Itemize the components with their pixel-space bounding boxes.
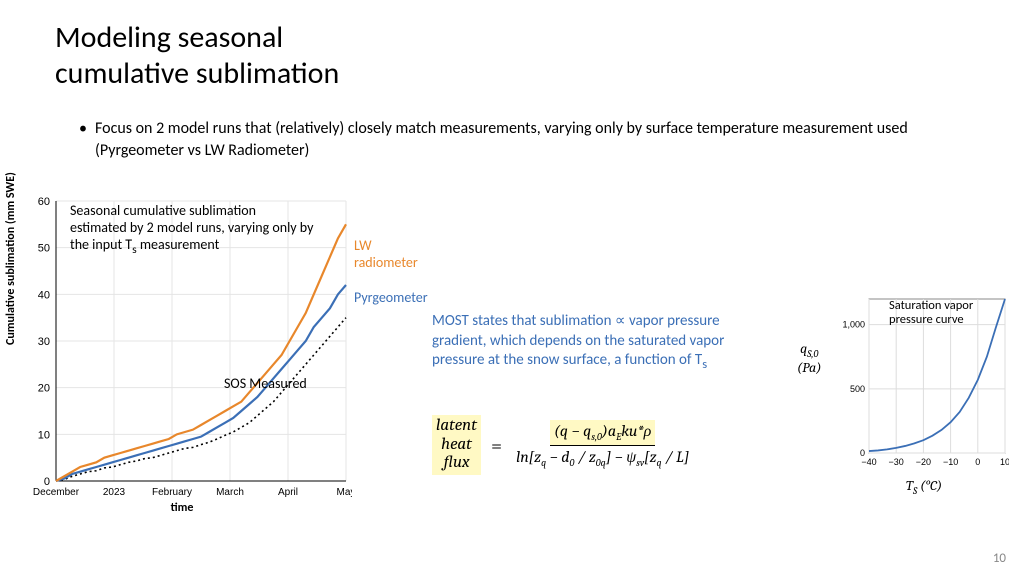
- chart2-ylabel: qS,0 (Pa): [797, 341, 821, 375]
- cumulative-sublimation-chart: Cumulative sublimation (mm SWE) Seasonal…: [12, 195, 352, 515]
- svg-text:20: 20: [38, 383, 50, 395]
- chart1-ylabel: Cumulative sublimation (mm SWE): [4, 172, 18, 345]
- latent-heat-flux-equation: latent heat flux = (q − qs,0)aEku*ρ ln[z…: [432, 415, 693, 475]
- svg-text:May: May: [337, 487, 352, 498]
- sos-measured-label: SOS Measured: [224, 375, 307, 392]
- svg-text:10: 10: [38, 429, 50, 441]
- page-number: 10: [993, 551, 1006, 566]
- svg-text:December: December: [33, 487, 80, 498]
- chart1-annotation: Seasonal cumulative sublimation estimate…: [70, 203, 315, 256]
- svg-text:February: February: [152, 487, 192, 498]
- most-explanation: MOST states that sublimation ∝ vapor pre…: [432, 312, 742, 373]
- svg-text:40: 40: [38, 289, 50, 301]
- svg-text:−40: −40: [861, 457, 876, 467]
- svg-text:−20: −20: [916, 457, 931, 467]
- svg-text:−30: −30: [889, 457, 904, 467]
- svg-text:10: 10: [1000, 457, 1009, 467]
- svg-text:April: April: [278, 487, 298, 498]
- svg-text:−10: −10: [943, 457, 958, 467]
- svg-text:0: 0: [975, 457, 980, 467]
- chart2-annotation: Saturation vapor pressure curve: [889, 299, 997, 328]
- pyrgeometer-label: Pyrgeometer: [354, 289, 428, 306]
- svg-text:50: 50: [38, 243, 50, 255]
- saturation-vapor-pressure-chart: Saturation vapor pressure curve qS,0 (Pa…: [839, 295, 1009, 495]
- svg-text:1,000: 1,000: [842, 320, 865, 330]
- equation-lhs: latent heat flux: [432, 415, 481, 475]
- svg-text:500: 500: [850, 384, 865, 394]
- equation-denominator: ln[zq − d0 / z0q] − ψsv[zq / L]: [512, 446, 693, 470]
- slide-title: Modeling seasonal cumulative sublimation: [55, 20, 339, 92]
- svg-text:2023: 2023: [103, 487, 126, 498]
- lw-radiometer-label: LW radiometer: [354, 237, 418, 271]
- chart1-xlabel: time: [171, 501, 194, 515]
- svg-text:March: March: [216, 487, 244, 498]
- svg-text:60: 60: [38, 196, 50, 208]
- svg-text:30: 30: [38, 336, 50, 348]
- bullet-text: Focus on 2 model runs that (relatively) …: [95, 118, 915, 161]
- equation-numerator: (q − qs,0)aEku*ρ: [550, 420, 655, 445]
- chart2-xlabel: TS (°C): [906, 477, 942, 497]
